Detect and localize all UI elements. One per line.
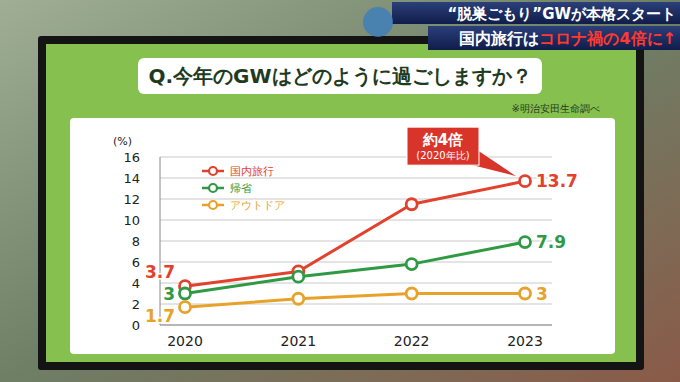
series xyxy=(180,176,531,292)
legend-marker xyxy=(209,184,217,192)
x-axis-line xyxy=(160,325,552,326)
source: ※明治安田生命調べ xyxy=(512,103,600,114)
grid-line xyxy=(160,262,552,263)
series xyxy=(180,237,531,299)
data-label: 3 xyxy=(536,284,548,304)
y-tick-label: 6 xyxy=(132,255,140,270)
plot-area xyxy=(180,176,531,313)
data-label: 3.7 xyxy=(145,262,175,282)
axes: 0 2 4 6 8 10 12 14 16 (%) 2020 2021 2022 2023 xyxy=(113,135,552,349)
grid-line xyxy=(160,241,552,242)
legend: 国内旅行帰省アウトドア xyxy=(202,165,285,212)
legend-label: アウトドア xyxy=(230,199,285,212)
y-tick-label: 4 xyxy=(132,276,140,291)
point-marker xyxy=(180,302,191,313)
data-label: 3 xyxy=(163,284,175,304)
headline-line2-part: 国内旅行は xyxy=(459,29,539,48)
series-line xyxy=(185,294,525,308)
annotation-text: 約4倍 xyxy=(422,131,463,149)
point-marker xyxy=(520,237,531,248)
grid-line xyxy=(160,199,552,200)
grid-line xyxy=(160,178,552,179)
y-tick-label: 10 xyxy=(123,213,140,228)
studio-background xyxy=(0,0,680,382)
headline-logo xyxy=(363,7,393,37)
legend-label: 国内旅行 xyxy=(230,165,274,178)
grid-line xyxy=(160,325,552,326)
headline-box xyxy=(392,2,680,24)
y-tick-label: 2 xyxy=(132,297,140,312)
y-tick-label: 16 xyxy=(123,150,140,165)
legend-label: 帰省 xyxy=(230,182,252,195)
x-tick-label: 2020 xyxy=(167,333,203,349)
grid-line xyxy=(160,220,552,221)
point-marker xyxy=(293,271,304,282)
y-axis-line xyxy=(160,157,161,325)
series xyxy=(180,288,531,313)
stage: Q.今年のGWはどのように過ごしますか？ ※明治安田生命調べ 0 2 4 6 8 10 12 14… xyxy=(0,0,680,382)
point-marker xyxy=(406,199,417,210)
point-marker xyxy=(406,288,417,299)
data-labels: 3.713.737.91.73 xyxy=(145,171,578,326)
point-marker xyxy=(520,288,531,299)
monitor-frame xyxy=(38,36,644,370)
data-label: 7.9 xyxy=(536,232,566,252)
y-axis-label: (%) xyxy=(113,135,132,148)
title-banner xyxy=(138,58,542,94)
headline-line2: 国内旅行はコロナ禍の4倍に↑ xyxy=(459,29,676,48)
headline-box xyxy=(428,26,680,50)
headline-line2-highlight: コロナ禍の4倍に↑ xyxy=(539,29,676,48)
x-tick-label: 2021 xyxy=(281,333,317,349)
legend-marker xyxy=(209,167,217,175)
title: Q.今年のGWはどのように過ごしますか？ xyxy=(148,64,531,88)
y-tick-label: 14 xyxy=(123,171,140,186)
green-panel xyxy=(46,44,636,362)
point-marker xyxy=(293,293,304,304)
annotation-subtext: (2020年比) xyxy=(416,150,469,161)
x-tick-label: 2022 xyxy=(394,333,430,349)
y-tick-label: 12 xyxy=(123,192,140,207)
annotation-box xyxy=(407,127,479,165)
series-line xyxy=(185,242,525,293)
point-marker xyxy=(520,176,531,187)
y-tick-label: 8 xyxy=(132,234,140,249)
grid-line xyxy=(160,157,552,158)
x-tick-label: 2023 xyxy=(507,333,543,349)
point-marker xyxy=(180,288,191,299)
data-label: 13.7 xyxy=(536,171,578,191)
point-marker xyxy=(406,259,417,270)
legend-marker xyxy=(209,201,217,209)
chart-card xyxy=(70,118,615,354)
data-label: 1.7 xyxy=(145,306,175,326)
y-tick-label: 0 xyxy=(132,318,140,333)
headline: “脱巣ごもり”GWが本格スタート国内旅行はコロナ禍の4倍に↑ xyxy=(363,2,680,50)
annotation: 約4倍(2020年比) xyxy=(407,127,516,176)
headline-line1: “脱巣ごもり”GWが本格スタート xyxy=(447,5,676,23)
